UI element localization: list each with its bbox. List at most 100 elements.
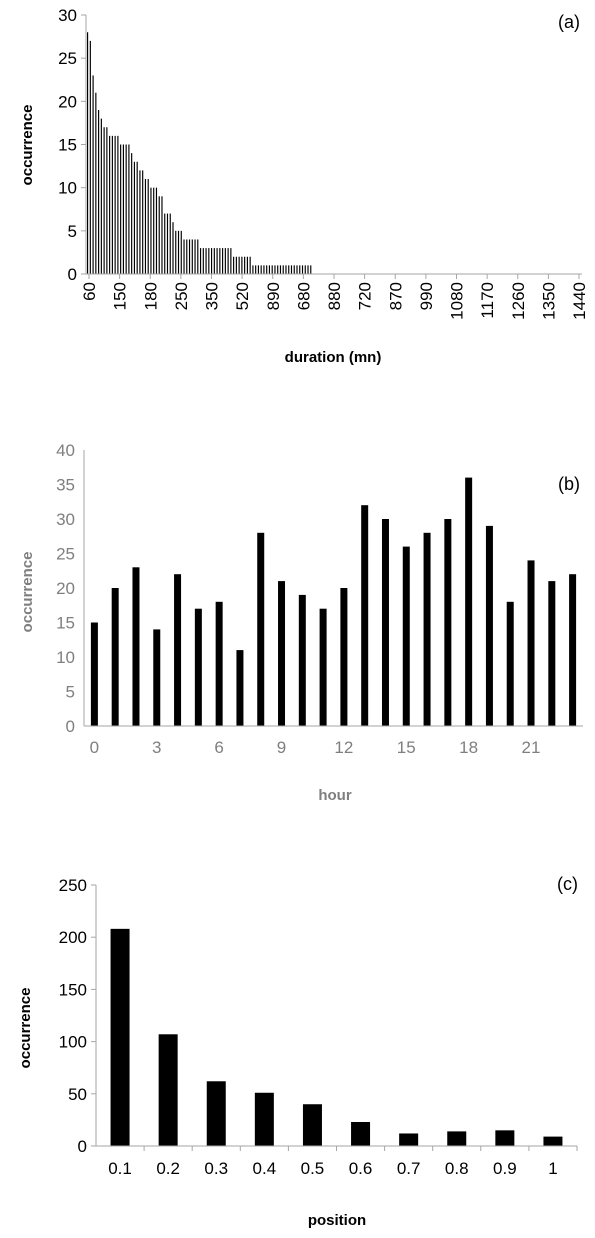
bar-a [169,213,171,274]
bar-a [296,265,298,274]
bar-c [447,1131,467,1146]
y-tick-label-a: 20 [58,92,77,111]
x-axis-title-a: duration (mn) [285,349,382,366]
bar-a [288,265,290,274]
x-tick-label-a: 350 [203,282,222,310]
x-tick-label-c: 0.8 [445,1159,469,1178]
bar-a [180,230,182,274]
bar-a [131,153,133,274]
bar-a [233,256,235,274]
bar-b [319,608,327,726]
bar-a [122,144,124,274]
bar-a [241,256,243,274]
y-tick-label-c: 150 [59,980,87,999]
x-tick-label-a: 60 [80,282,99,301]
bar-b [361,505,369,726]
bar-a [301,265,304,274]
bar-a [125,144,127,274]
bar-a [120,144,122,274]
bar-c [158,1034,178,1146]
x-tick-label-b: 3 [152,738,161,757]
bar-a [128,144,130,274]
bar-a [211,248,213,274]
panel-label-b: (b) [558,474,580,494]
bar-a [166,213,169,274]
y-tick-label-b: 0 [66,717,75,736]
y-tick-label-b: 15 [56,614,75,633]
x-tick-label-b: 15 [397,738,416,757]
x-tick-label-c: 0.6 [349,1159,373,1178]
bar-b [236,650,244,726]
bar-a [279,265,282,274]
bar-a [186,239,188,274]
bar-a [89,40,91,275]
bar-a [100,118,102,274]
x-tick-label-b: 0 [90,738,99,757]
bar-a [293,265,295,274]
x-tick-label-a: 1080 [448,282,467,320]
bar-a [227,248,229,274]
bar-a [282,265,284,274]
bar-b [423,532,431,726]
y-tick-label-b: 5 [66,683,75,702]
bar-c [399,1133,419,1146]
bar-a [147,179,149,274]
bar-a [191,239,193,274]
x-tick-label-a: 990 [417,282,436,310]
bar-a [114,135,116,274]
x-tick-label-b: 9 [277,738,286,757]
bar-a [175,230,177,274]
bar-a [98,109,100,274]
x-tick-label-a: 870 [386,282,405,310]
x-tick-label-a: 250 [172,282,191,310]
bar-b [444,519,452,726]
x-tick-label-a: 180 [141,282,160,310]
bar-a [246,256,248,274]
bar-a [158,196,160,274]
bar-a [216,248,218,274]
bar-a [136,161,138,274]
x-tick-label-a: 1350 [539,282,558,320]
y-tick-label-b: 10 [56,648,75,667]
y-tick-label-a: 15 [58,136,77,155]
bar-a [87,32,89,275]
bar-b [298,594,306,726]
bar-a [202,248,204,274]
bar-a [153,187,155,274]
bar-c [302,1104,322,1146]
bar-b [340,588,348,726]
x-tick-label-a: 520 [233,282,252,310]
y-tick-label-a: 30 [58,6,77,25]
bar-a [244,256,246,274]
bars-b [90,477,577,726]
bar-c [543,1136,563,1146]
bar-a [139,170,141,274]
y-tick-label-c: 250 [59,876,87,895]
bar-c [351,1121,371,1146]
y-tick-label-c: 100 [59,1033,87,1052]
bar-a [222,248,224,274]
bar-a [197,239,199,274]
bar-c [206,1081,226,1146]
x-axis-title-b: hour [318,787,351,804]
y-tick-label-c: 0 [78,1137,87,1156]
bar-a [219,248,221,274]
bar-a [290,265,293,274]
bar-b [506,601,514,726]
bar-a [257,265,260,274]
y-tick-label-a: 10 [58,179,77,198]
bar-b [527,560,535,726]
bar-a [213,248,215,274]
y-tick-label-b: 30 [56,510,75,529]
x-tick-label-a: 1440 [570,282,589,320]
bar-a [268,265,271,274]
bar-a [255,265,257,274]
bar-a [142,170,144,274]
bar-a [106,127,108,274]
bar-a [307,265,309,274]
bar-a [249,256,251,274]
y-tick-label-c: 200 [59,928,87,947]
bar-a [177,230,180,274]
bar-b [194,608,202,726]
y-axis-a: 0 5 10 15 20 25 30 [58,6,87,284]
